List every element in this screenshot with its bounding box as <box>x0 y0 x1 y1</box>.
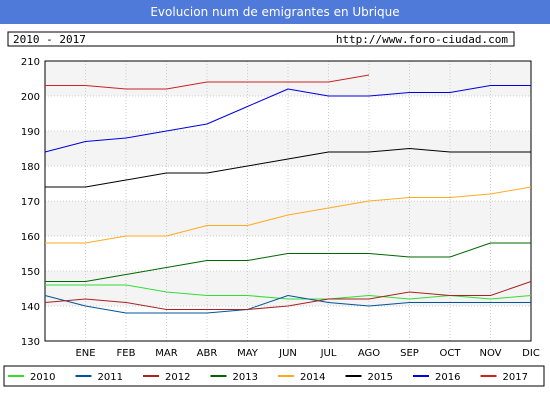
y-tick-label: 190 <box>21 127 40 138</box>
x-tick-label: DIC <box>522 348 540 359</box>
y-tick-label: 180 <box>21 162 40 173</box>
header-box-frame <box>7 31 515 47</box>
series-line-2017 <box>45 74 370 90</box>
series-line-2016 <box>44 85 531 153</box>
plot-band <box>45 271 531 306</box>
series-line-2011 <box>44 295 531 314</box>
chart-title: Evolucion num de emigrantes en Ubrique <box>0 0 550 24</box>
x-tick-label: MAR <box>155 348 177 359</box>
chart-header-box: 2010 - 2017 http://www.foro-ciudad.com <box>7 31 515 47</box>
y-tick-label: 200 <box>21 92 40 103</box>
legend-label-2010: 2010 <box>30 372 55 383</box>
legend-frame <box>3 365 545 387</box>
x-tick-label: OCT <box>440 348 462 359</box>
legend-label-2015: 2015 <box>368 372 393 383</box>
legend-label-2014: 2014 <box>300 372 325 383</box>
y-axis-ticks: 130 140 150 160 170 180 190 200 210 <box>21 57 40 348</box>
x-tick-label: ABR <box>197 348 218 359</box>
legend-label-2016: 2016 <box>435 372 460 383</box>
year-range-label: 2010 - 2017 <box>13 33 86 46</box>
x-tick-label: SEP <box>400 348 419 359</box>
x-tick-label: MAY <box>237 348 259 359</box>
x-tick-label: ENE <box>75 348 95 359</box>
y-tick-label: 150 <box>21 267 40 278</box>
emigrants-line-chart: 2010 - 2017 http://www.foro-ciudad.com 1… <box>3 31 545 387</box>
legend-label-2011: 2011 <box>98 372 123 383</box>
y-tick-label: 160 <box>21 232 40 243</box>
legend-label-2013: 2013 <box>233 372 258 383</box>
y-tick-label: 130 <box>21 337 40 348</box>
series-line-2012 <box>44 281 532 310</box>
x-tick-label: JUN <box>278 348 297 359</box>
legend-label-2012: 2012 <box>165 372 190 383</box>
y-tick-label: 170 <box>21 197 40 208</box>
x-axis-ticks: ENE FEB MAR ABR MAY JUN JUL AGO SEP OCT NOV DIC <box>75 348 539 359</box>
plot-frame <box>44 60 532 342</box>
y-tick-label: 140 <box>21 302 40 313</box>
series-lines <box>44 74 532 314</box>
x-tick-label: NOV <box>479 348 501 359</box>
series-line-2014 <box>45 186 532 244</box>
plot-band <box>45 61 531 96</box>
series-line-2015 <box>45 148 531 188</box>
series-line-2013 <box>45 242 531 282</box>
plot-band <box>45 166 531 201</box>
legend: 2010 2011 2012 2013 2014 2015 2016 2017 <box>3 365 545 387</box>
plot-band <box>45 96 531 131</box>
source-url-label: http://www.foro-ciudad.com <box>336 33 509 46</box>
plot-band <box>45 306 531 341</box>
x-tick-label: JUL <box>320 348 337 359</box>
legend-label-2017: 2017 <box>503 372 528 383</box>
plot-band <box>45 201 531 236</box>
x-tick-label: AGO <box>358 348 380 359</box>
x-tick-label: FEB <box>117 348 136 359</box>
y-tick-label: 210 <box>21 57 40 68</box>
